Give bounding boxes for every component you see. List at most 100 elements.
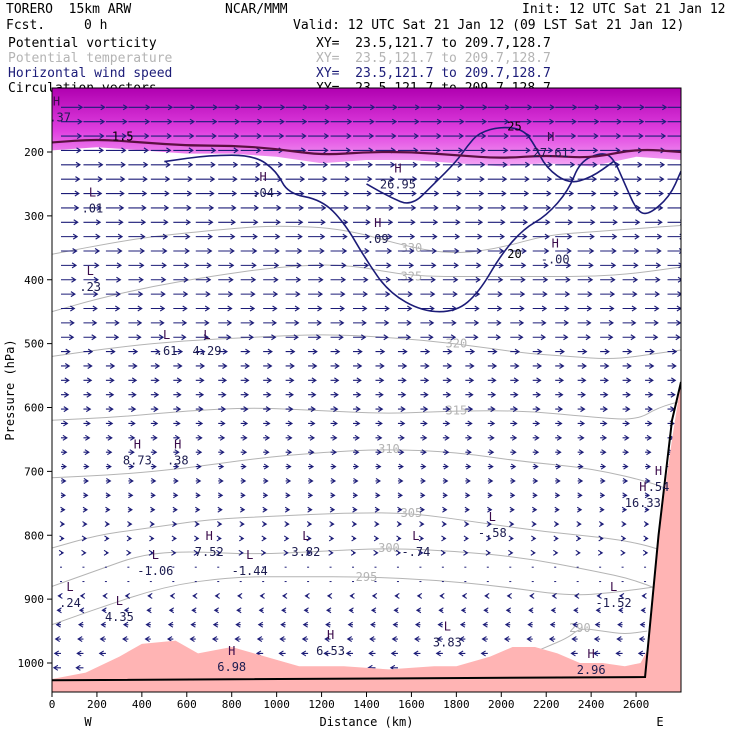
vector-arrow (396, 521, 403, 528)
vector-arrow (553, 535, 559, 542)
vector-arrow (308, 348, 318, 355)
vector-arrow (128, 147, 149, 154)
vector-arrow (622, 377, 632, 384)
vector-arrow (577, 118, 600, 125)
vector-arrow (510, 363, 520, 369)
vector-arrow (263, 291, 279, 298)
vector-arrow (307, 492, 314, 499)
vector-arrow (105, 477, 112, 484)
vector-arrow (218, 348, 229, 355)
x-tick-label: 2200 (533, 698, 560, 711)
vector-arrow (83, 420, 91, 427)
vector-arrow (150, 334, 165, 341)
extreme-value: 26.95 (380, 178, 416, 192)
vector-arrow (442, 233, 461, 240)
vector-arrow (640, 607, 646, 614)
vector-arrow (218, 118, 240, 125)
vector-arrow (510, 262, 527, 269)
vector-arrow (353, 190, 372, 197)
vector-arrow (83, 291, 99, 298)
vector-arrow (150, 233, 169, 240)
vector-arrow (263, 449, 270, 456)
vector-arrow (600, 291, 616, 298)
vector-arrow (463, 535, 469, 542)
vector-arrow (510, 434, 518, 441)
wind-speed-contour (366, 126, 615, 204)
vector-arrow (667, 363, 677, 369)
vector-arrow (171, 549, 177, 556)
vector-arrow (532, 147, 554, 154)
vector-arrow (218, 377, 228, 384)
vector-arrow (373, 549, 379, 556)
theta-contour-label: 315 (446, 404, 468, 418)
vector-arrow (397, 104, 421, 111)
vector-arrow (195, 176, 216, 183)
vector-arrow (441, 535, 447, 542)
vector-arrow (263, 118, 285, 125)
vector-arrow (600, 276, 616, 283)
vector-arrow (442, 434, 450, 441)
vector-arrow (150, 363, 161, 369)
vector-arrow (622, 219, 641, 226)
vector-arrow (375, 276, 392, 283)
vector-arrow (375, 248, 393, 254)
vector-arrow (172, 506, 178, 513)
vector-arrow (555, 420, 563, 427)
vector-arrow (645, 449, 652, 456)
vector-arrow (375, 391, 384, 398)
vector-arrow (328, 549, 334, 556)
vector-arrow (150, 248, 168, 254)
vector-arrow (190, 621, 196, 628)
vector-arrow (420, 434, 428, 441)
vector-arrow (263, 262, 280, 269)
vector-arrow (353, 463, 360, 470)
vector-arrow (150, 420, 159, 427)
extreme-type: L (89, 185, 96, 199)
vector-arrow (532, 118, 555, 125)
vector-arrow (128, 391, 137, 398)
vector-arrow (442, 463, 449, 470)
vector-arrow (461, 592, 468, 599)
vector-arrow (571, 636, 578, 643)
y-tick-label: 300 (24, 210, 44, 223)
vector-arrow (413, 650, 421, 657)
vector-arrow (397, 506, 403, 513)
vector-arrow (240, 449, 248, 456)
extreme-value: 3.82 (291, 545, 320, 559)
vector-arrow (240, 463, 247, 470)
vector-arrow (510, 449, 517, 456)
vector-arrow (260, 549, 267, 556)
vector-arrow (594, 621, 601, 628)
vector-arrow (420, 133, 442, 139)
vector-arrow (128, 291, 144, 298)
y-tick-label: 700 (24, 465, 44, 478)
vector-arrow (487, 391, 497, 398)
vector-arrow (600, 463, 607, 470)
vector-arrow (645, 420, 653, 427)
vector-arrow (509, 521, 515, 528)
vector-arrow (104, 521, 111, 528)
extreme-marker: L .61 (156, 328, 178, 358)
vector-arrow (420, 363, 430, 369)
vector-arrow (577, 391, 587, 398)
vector-arrow (285, 420, 294, 427)
vector-arrow (256, 636, 264, 643)
vector-arrow (667, 135, 681, 137)
extreme-marker: L -1.44 (232, 548, 268, 578)
vector-arrow (509, 506, 515, 513)
vector-arrow (195, 204, 215, 211)
vector-arrow (195, 276, 212, 283)
vector-arrow (60, 477, 67, 484)
vector-arrow (76, 650, 84, 657)
vector-arrow (418, 535, 425, 542)
extreme-value: -1.52 (596, 596, 632, 610)
vector-arrow (124, 592, 131, 599)
vector-arrow (173, 406, 182, 413)
vector-arrow (600, 233, 618, 240)
vector-arrow (555, 118, 577, 125)
vector-arrow (622, 133, 644, 139)
x-axis-title: Distance (km) (320, 715, 414, 729)
vector-arrow (531, 506, 538, 513)
vector-arrow (105, 492, 111, 499)
vector-arrow (390, 650, 398, 657)
